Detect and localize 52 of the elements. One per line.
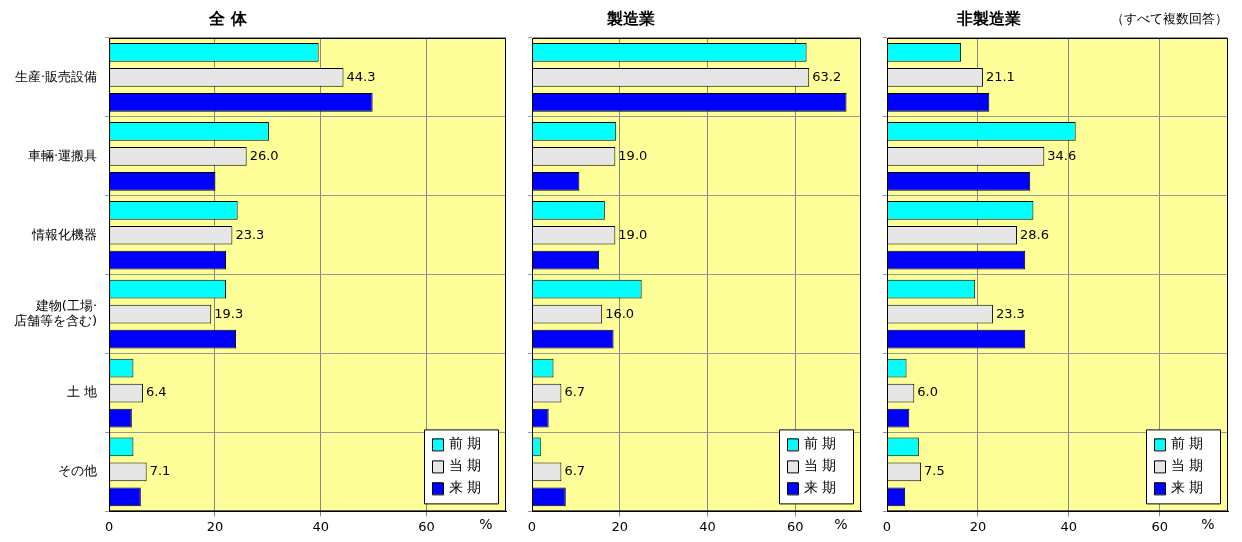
data-label: 44.3 — [346, 68, 376, 84]
x-axis-title: % — [1201, 516, 1215, 533]
x-axis-title: % — [479, 516, 493, 533]
x-tick-label: 0 — [527, 518, 537, 534]
legend-label: 来 期 — [1171, 479, 1204, 496]
legend-label: 前 期 — [804, 435, 837, 452]
x-tick-label: 40 — [1060, 518, 1078, 534]
legend-label: 前 期 — [449, 435, 482, 452]
legend-label: 当 期 — [804, 457, 837, 474]
data-label: 7.1 — [149, 463, 171, 479]
y-tick-label: 情報化機器 — [31, 226, 98, 242]
y-tick-label: 土 地 — [66, 384, 98, 400]
x-tick-label: 40 — [312, 518, 330, 534]
chart-title: 全 体 — [208, 9, 248, 29]
data-label: 19.0 — [618, 226, 648, 242]
data-label: 6.0 — [917, 384, 938, 400]
data-label: 21.1 — [985, 68, 1015, 84]
y-tick-label: 車輛·運搬具 — [27, 147, 98, 163]
legend-label: 前 期 — [1171, 435, 1204, 452]
x-axis-title: % — [834, 516, 848, 533]
x-tick-label: 20 — [206, 518, 224, 534]
x-tick-label: 20 — [969, 518, 987, 534]
y-tick-label: その他 — [58, 463, 98, 479]
data-label: 6.4 — [145, 384, 167, 400]
text: （すべて複数回答） — [1111, 11, 1228, 27]
data-label: 23.3 — [995, 305, 1025, 321]
data-label: 63.2 — [812, 68, 842, 84]
y-tick-label: 生産·販売設備 — [14, 68, 98, 84]
data-label: 16.0 — [605, 305, 635, 321]
x-tick-label: 0 — [104, 518, 114, 534]
x-tick-label: 60 — [1151, 518, 1169, 534]
data-label: 23.3 — [235, 226, 265, 242]
data-label: 6.7 — [564, 384, 586, 400]
legend-label: 来 期 — [449, 479, 482, 496]
legend-label: 当 期 — [449, 457, 482, 474]
data-label: 28.6 — [1020, 226, 1049, 242]
data-label: 26.0 — [249, 147, 279, 163]
x-tick-label: 20 — [611, 518, 629, 534]
chart-title: 製造業 — [605, 9, 655, 29]
legend-label: 当 期 — [1171, 457, 1204, 474]
y-tick-label: 建物(工場·店舗等を含む) — [13, 297, 98, 329]
data-label: 6.7 — [564, 463, 586, 479]
x-tick-label: 40 — [699, 518, 716, 534]
x-tick-label: 60 — [418, 518, 435, 534]
data-label: 19.0 — [618, 147, 648, 163]
legend-label: 来 期 — [804, 479, 837, 496]
data-label: 19.3 — [214, 305, 244, 321]
x-tick-label: 0 — [882, 518, 892, 534]
data-label: 7.5 — [924, 463, 945, 479]
data-label: 34.6 — [1047, 147, 1077, 163]
x-tick-label: 60 — [786, 518, 804, 534]
chart-title: 非製造業 — [956, 9, 1022, 29]
